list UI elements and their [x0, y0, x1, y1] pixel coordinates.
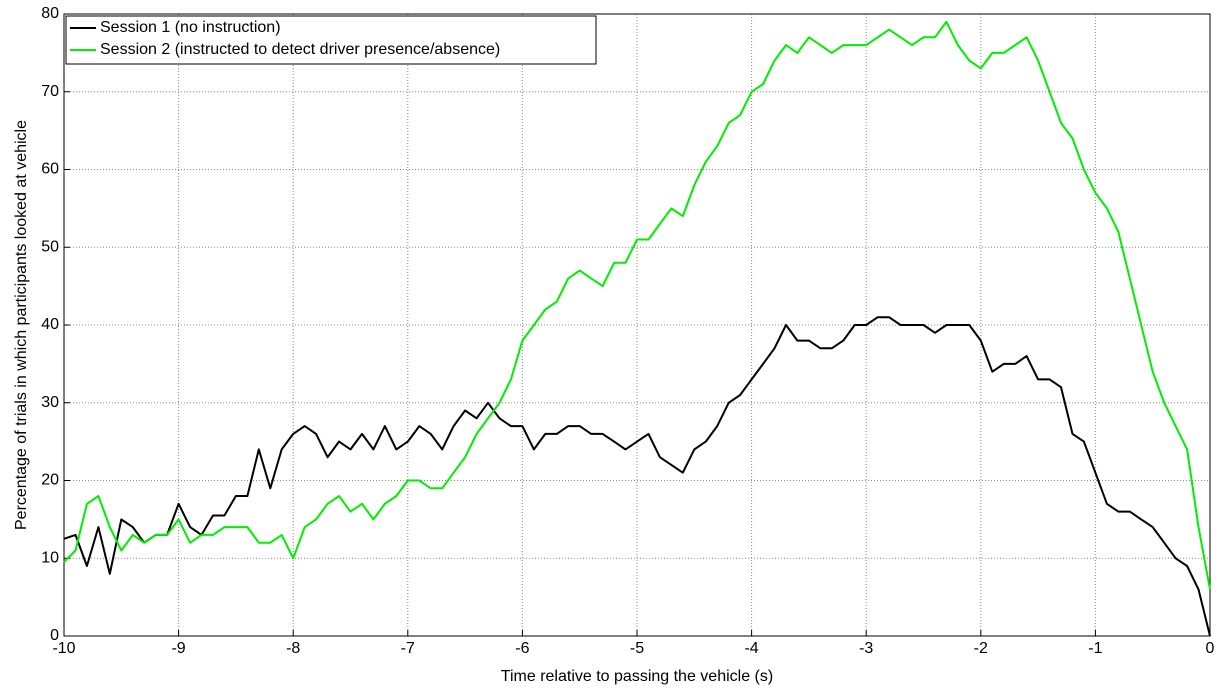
x-axis-label: Time relative to passing the vehicle (s)	[501, 668, 773, 685]
data-line	[63, 316, 1211, 637]
x-tick-label: -5	[630, 640, 644, 657]
x-tick-label: -8	[286, 640, 300, 657]
x-tick-label: -1	[1088, 640, 1102, 657]
x-tick-label: -2	[974, 640, 988, 657]
y-tick-label: 60	[41, 161, 59, 178]
y-tick-label: 50	[41, 238, 59, 255]
legend-label: Session 2 (instructed to detect driver p…	[100, 41, 500, 58]
legend-label: Session 1 (no instruction)	[100, 19, 281, 36]
y-tick-label: 20	[41, 472, 59, 489]
legend-box	[65, 15, 597, 65]
x-tick-label: -3	[859, 640, 873, 657]
x-tick-label: -6	[515, 640, 529, 657]
y-tick-label: 0	[50, 627, 59, 644]
x-tick-label: -10	[52, 640, 75, 657]
x-tick-label: -7	[401, 640, 415, 657]
y-tick-label: 30	[41, 394, 59, 411]
y-axis-label: Percentage of trials in which participan…	[13, 120, 30, 530]
x-tick-label: -4	[744, 640, 758, 657]
y-tick-label: 80	[41, 5, 59, 22]
y-tick-label: 70	[41, 83, 59, 100]
plot-frame	[63, 13, 1211, 637]
x-tick-label: -9	[171, 640, 185, 657]
x-tick-label: 0	[1206, 640, 1215, 657]
y-tick-label: 40	[41, 316, 59, 333]
data-line	[63, 20, 1211, 590]
y-tick-label: 10	[41, 549, 59, 566]
